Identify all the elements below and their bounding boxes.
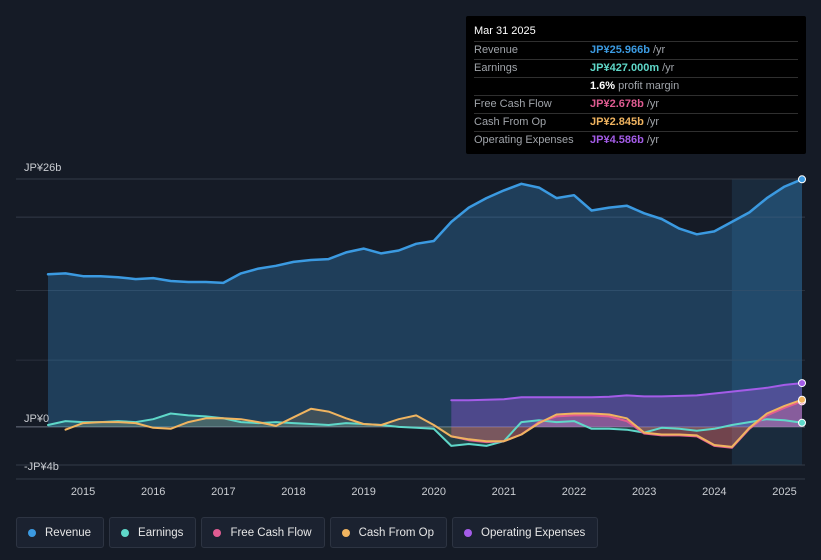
tooltip-row: Free Cash Flow JP¥2.678b/yr — [474, 96, 798, 114]
y-axis: JP¥26b JP¥0 -JP¥4b — [24, 162, 61, 473]
chart-legend: Revenue Earnings Free Cash Flow Cash From O… — [16, 517, 599, 548]
x-axis: 2015 2016 2017 2018 2019 2020 2021 2022 2023 2024… — [71, 486, 797, 498]
series-lines — [46, 178, 804, 449]
earnings-endpoint — [798, 418, 806, 427]
legend-item-revenue[interactable]: Revenue — [16, 517, 105, 548]
cash-from-op-area — [65, 399, 802, 447]
legend-item-earnings[interactable]: Earnings — [109, 517, 197, 548]
tooltip-unit: /yr — [652, 44, 666, 56]
x-tick-label: 2019 — [351, 486, 375, 498]
tooltip-label: Cash From Op — [474, 116, 547, 128]
y-tick-label: JP¥26b — [24, 162, 61, 174]
y-tick-label: JP¥0 — [24, 413, 49, 425]
tooltip-label — [474, 78, 590, 95]
operating-expenses-line — [450, 382, 803, 402]
tooltip-value: JP¥25.966b — [590, 44, 650, 56]
x-tick-label: 2024 — [702, 486, 726, 498]
cash-from-op-line — [64, 398, 803, 448]
revenue-line — [46, 178, 804, 285]
x-tick-label: 2020 — [422, 486, 446, 498]
legend-label: Operating Expenses — [481, 526, 586, 539]
x-tick-label: 2017 — [211, 486, 235, 498]
tooltip-value: JP¥427.000m — [590, 62, 660, 74]
legend-dot-icon — [341, 528, 350, 537]
legend-dot-icon — [464, 528, 473, 537]
tooltip-unit: /yr — [646, 116, 660, 128]
tooltip-unit: profit margin — [618, 80, 680, 92]
legend-dot-icon — [213, 528, 222, 537]
series-endpoints — [798, 175, 806, 427]
x-tick-label: 2022 — [562, 486, 586, 498]
series-fills — [48, 179, 802, 448]
legend-item-operating-expenses[interactable]: Operating Expenses — [452, 517, 599, 548]
tooltip-value: JP¥2.845b — [590, 116, 644, 128]
tooltip-unit: /yr — [646, 98, 660, 110]
free-cash-flow-area — [451, 401, 802, 448]
legend-label: Earnings — [138, 526, 184, 539]
revenue-area — [48, 179, 802, 427]
tooltip-label: Free Cash Flow — [474, 98, 552, 110]
earnings-line — [47, 412, 803, 447]
tooltip-row: Revenue JP¥25.966b/yr — [474, 42, 798, 60]
legend-label: Cash From Op — [358, 526, 435, 539]
tooltip-row: 1.6% profit margin — [474, 78, 798, 96]
tooltip-label: Operating Expenses — [474, 134, 574, 146]
tooltip-row: Earnings JP¥427.000m/yr — [474, 60, 798, 78]
x-tick-label: 2016 — [141, 486, 165, 498]
tooltip-unit: /yr — [646, 134, 660, 146]
tooltip-unit: /yr — [662, 62, 675, 74]
x-tick-label: 2023 — [632, 486, 656, 498]
legend-item-cash-from-op[interactable]: Cash From Op — [329, 517, 448, 548]
tooltip-value: JP¥2.678b — [590, 98, 644, 110]
cash-from-op-endpoint — [798, 395, 806, 404]
tooltip-label: Earnings — [474, 62, 518, 74]
tooltip-date: Mar 31 2025 — [474, 24, 798, 42]
tooltip-row: Operating Expenses JP¥4.586b/yr — [474, 132, 798, 149]
legend-dot-icon — [28, 528, 36, 537]
x-tick-label: 2021 — [492, 486, 516, 498]
operating-expenses-endpoint — [798, 379, 806, 388]
tooltip-label: Revenue — [474, 44, 519, 56]
x-tick-label: 2025 — [772, 486, 796, 498]
x-tick-label: 2018 — [281, 486, 305, 498]
tooltip-value: 1.6% — [590, 80, 616, 92]
x-tick-label: 2015 — [71, 486, 95, 498]
legend-label: Free Cash Flow — [230, 526, 312, 539]
tooltip-value: JP¥4.586b — [590, 134, 644, 146]
legend-dot-icon — [121, 528, 130, 537]
legend-item-free-cash-flow[interactable]: Free Cash Flow — [201, 517, 325, 548]
legend-label: Revenue — [45, 526, 92, 539]
data-tooltip: Mar 31 2025 Revenue JP¥25.966b/yr Earnings… — [466, 16, 806, 154]
recent-period-highlight — [731, 179, 802, 465]
revenue-endpoint — [798, 175, 806, 184]
y-tick-label: -JP¥4b — [24, 461, 59, 473]
tooltip-row: Cash From Op JP¥2.845b/yr — [474, 114, 798, 132]
